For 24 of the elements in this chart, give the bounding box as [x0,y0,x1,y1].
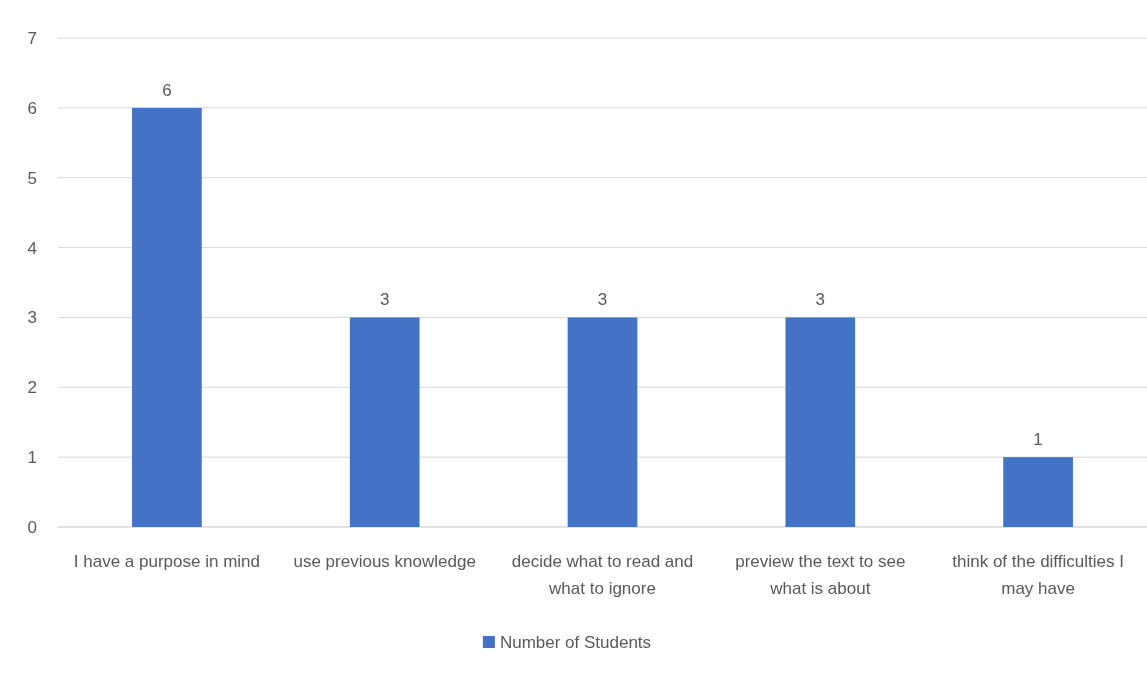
y-tick-label: 1 [27,448,37,468]
y-tick-label: 7 [27,28,37,48]
bar [785,317,856,527]
data-label: 6 [162,80,172,100]
x-tick-label: use previous knowledge [293,552,476,571]
bar [1003,457,1073,527]
x-tick-label: decide what to read and what to ignore [511,552,694,599]
data-label: 3 [597,290,608,310]
bar [567,317,638,527]
y-tick-label: 3 [27,308,37,328]
data-label: 1 [1033,430,1043,450]
x-tick-label: I have a purpose in mind [73,552,260,571]
y-tick-label: 0 [27,517,37,537]
bar [349,317,420,527]
x-tick-label: think of the difficulties I may have [952,552,1124,599]
legend-label: Number of Students [499,633,652,652]
x-tick-label: preview the text to see what is about [735,552,906,599]
y-tick-label: 4 [27,238,37,258]
data-label: 3 [379,290,390,310]
y-tick-label: 6 [27,98,37,118]
y-tick-label: 5 [27,168,37,188]
y-tick-label: 2 [27,378,37,398]
bar [132,107,202,527]
data-label: 3 [815,290,826,310]
